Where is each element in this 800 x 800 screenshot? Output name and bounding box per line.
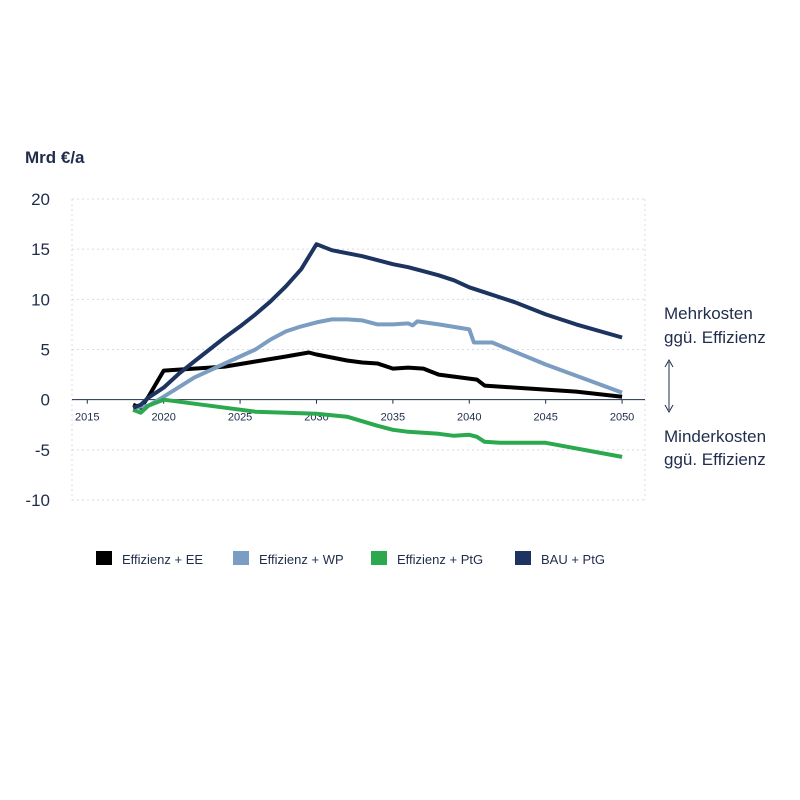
upper-annotation-line-2: ggü. Effizienz <box>664 328 766 347</box>
legend-label: BAU + PtG <box>541 552 605 567</box>
x-ticks: 2015 2020 2025 2030 2035 2040 2045 2050 <box>75 412 634 424</box>
legend: Effizienz + EE Effizienz + WP Effizienz + … <box>96 551 605 567</box>
upper-annotation-line-1: Mehrkosten <box>664 304 753 323</box>
y-tick-label: -5 <box>35 441 50 460</box>
y-tick-label: 0 <box>41 391 50 410</box>
x-tick-label: 2015 <box>75 412 99 424</box>
x-tick-label: 2040 <box>457 412 481 424</box>
series-line-effizienz-wp <box>132 317 623 410</box>
series-line-effizienz-ptg <box>132 397 623 459</box>
double-arrow-icon <box>664 358 674 414</box>
upper-annotation: Mehrkosten ggü. Effizienz <box>664 304 766 347</box>
y-tick-label: 15 <box>31 240 50 259</box>
legend-swatch <box>233 551 249 565</box>
legend-item: BAU + PtG <box>515 551 605 567</box>
lower-annotation-line-1: Minderkosten <box>664 427 766 446</box>
y-ticks: 20 15 10 5 0 -5 -10 <box>25 190 50 510</box>
legend-item: Effizienz + EE <box>96 551 203 567</box>
x-tick-label: 2020 <box>151 412 175 424</box>
lower-annotation: Minderkosten ggü. Effizienz <box>664 427 766 469</box>
y-tick-label: 10 <box>31 290 50 309</box>
y-tick-label: -10 <box>25 491 50 510</box>
legend-swatch <box>371 551 387 565</box>
series-lines <box>132 242 623 459</box>
y-tick-label: 5 <box>41 341 50 360</box>
legend-label: Effizienz + EE <box>122 552 203 567</box>
x-tick-label: 2050 <box>610 412 634 424</box>
legend-item: Effizienz + PtG <box>371 551 483 567</box>
x-tick-label: 2025 <box>228 412 252 424</box>
legend-swatch <box>96 551 112 565</box>
series-line-effizienz-ee <box>132 350 623 410</box>
grid <box>71 198 646 501</box>
y-unit-label: Mrd €/a <box>25 148 85 167</box>
x-tick-label: 2045 <box>533 412 557 424</box>
legend-swatch <box>515 551 531 565</box>
x-tick-label: 2035 <box>381 412 405 424</box>
legend-item: Effizienz + WP <box>233 551 344 567</box>
lower-annotation-line-2: ggü. Effizienz <box>664 450 766 469</box>
legend-label: Effizienz + WP <box>259 552 344 567</box>
y-tick-label: 20 <box>31 190 50 209</box>
legend-label: Effizienz + PtG <box>397 552 483 567</box>
series-line-bau-ptg <box>132 242 623 410</box>
